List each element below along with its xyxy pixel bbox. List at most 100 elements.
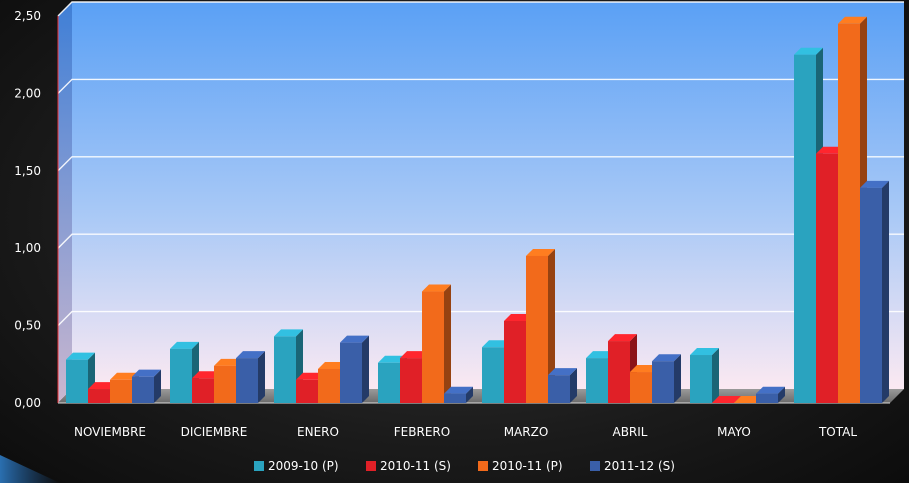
bar-top (586, 351, 615, 359)
y-tick-label: 0,50 (14, 319, 41, 333)
bar-top (690, 348, 719, 356)
bar-front (860, 187, 882, 403)
bar-top (630, 365, 659, 373)
bar-front (192, 378, 214, 403)
bar-top (110, 372, 139, 380)
bar-front (400, 358, 422, 403)
bar (860, 180, 889, 403)
bar-front (170, 348, 192, 403)
legend-swatch (590, 461, 600, 471)
bar-top (482, 340, 511, 348)
x-category-label: MARZO (504, 425, 549, 439)
x-category-label: NOVIEMBRE (74, 425, 146, 439)
bar-side (570, 368, 577, 403)
bar-top (860, 180, 889, 188)
legend-label: 2009-10 (P) (268, 459, 339, 473)
bar-top (340, 335, 369, 343)
legend-label: 2010-11 (S) (380, 459, 451, 473)
bar-top (88, 382, 117, 390)
bar (652, 354, 681, 403)
bar-front (838, 23, 860, 404)
corner-accent (0, 455, 60, 483)
bar (526, 248, 555, 403)
plot-side-wall (58, 2, 72, 403)
bar-top (526, 248, 555, 256)
bar-front (378, 362, 400, 403)
x-category-label: MAYO (717, 425, 751, 439)
legend-swatch (254, 461, 264, 471)
bar-top (170, 341, 199, 349)
bar-front (756, 393, 778, 403)
bar-front (110, 379, 132, 403)
bar (132, 369, 161, 403)
gridline (57, 78, 904, 94)
bar-side (444, 284, 451, 403)
bar-side (258, 351, 265, 403)
bar-side (466, 386, 473, 403)
bar-top (274, 329, 303, 337)
bar-top (504, 313, 533, 321)
bar (444, 386, 473, 403)
bar-front (274, 336, 296, 403)
bar (422, 284, 451, 403)
bar-top (548, 368, 577, 376)
bar-front (444, 393, 466, 403)
bar-top (816, 146, 845, 154)
bar-top (608, 334, 637, 342)
gridline (57, 156, 904, 172)
y-tick-label: 2,50 (14, 9, 41, 23)
gridline (57, 310, 904, 327)
bar-front (630, 372, 652, 403)
x-category-label: ENERO (297, 425, 339, 439)
bar (170, 341, 199, 403)
bar-side (778, 386, 785, 403)
bar-top (214, 358, 243, 366)
legend-swatch (478, 461, 488, 471)
bar-top (318, 361, 347, 369)
x-category-label: FEBRERO (394, 425, 450, 439)
legend-label: 2011-12 (S) (604, 459, 675, 473)
bar-top (712, 396, 741, 403)
bar-top (794, 47, 823, 55)
legend-item: 2010-11 (P) (478, 459, 563, 473)
plot-back-wall (72, 2, 904, 389)
y-tick-label: 2,00 (14, 86, 41, 100)
bar-front (236, 358, 258, 403)
bar-front (608, 341, 630, 403)
bar-front (526, 255, 548, 403)
gridline (57, 1, 904, 17)
bar-front (816, 153, 838, 403)
bar-side (548, 248, 555, 403)
legend-item: 2009-10 (P) (254, 459, 339, 473)
bar-top (66, 352, 95, 360)
bar-front (318, 368, 340, 403)
bar (712, 396, 741, 403)
bar-top (378, 355, 407, 363)
bar-front (548, 375, 570, 403)
gridline (57, 233, 904, 249)
y-tick-label: 0,00 (14, 396, 41, 410)
bar-top (236, 351, 265, 359)
bar-front (586, 358, 608, 403)
bar-front (214, 365, 236, 403)
bar-top (422, 284, 451, 292)
x-category-label: ABRIL (612, 425, 647, 439)
bar-top (734, 396, 763, 403)
bar-front (132, 376, 154, 403)
bar-top (132, 369, 161, 377)
bar-side (712, 348, 719, 403)
bar (734, 396, 763, 403)
bar-front (340, 342, 362, 403)
bar-top (192, 371, 221, 379)
bar (340, 335, 369, 403)
bar-front (652, 361, 674, 403)
bar-front (296, 379, 318, 403)
bar-top (652, 354, 681, 362)
bar-front (690, 355, 712, 403)
bar-front (504, 320, 526, 403)
bar-top (838, 16, 867, 24)
bar-side (362, 335, 369, 403)
y-tick-label: 1,00 (14, 241, 41, 255)
legend-swatch (366, 461, 376, 471)
